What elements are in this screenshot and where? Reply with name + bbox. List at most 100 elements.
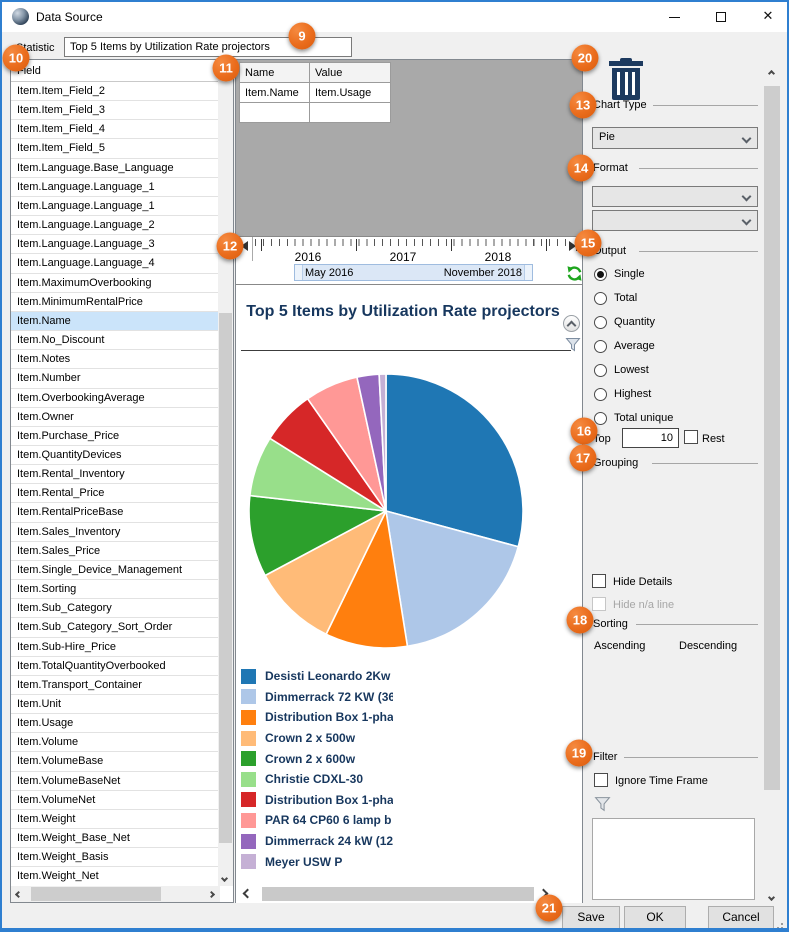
field-list-item[interactable]: Item.Language.Language_2: [11, 216, 218, 236]
rest-checkbox[interactable]: [684, 430, 698, 444]
output-option-label: Lowest: [614, 364, 649, 376]
field-list-item[interactable]: Item.RentalPriceBase: [11, 503, 218, 523]
radio-icon[interactable]: [594, 315, 607, 329]
output-option-single[interactable]: Single: [594, 262, 673, 286]
hide-details-checkbox[interactable]: [592, 574, 606, 588]
close-button[interactable]: ✕: [762, 9, 774, 24]
chart-hscroll-thumb[interactable]: [262, 887, 534, 901]
field-list-item[interactable]: Item.VolumeNet: [11, 791, 218, 810]
field-list-item[interactable]: Item.Sub-Hire_Price: [11, 638, 218, 657]
field-list-item[interactable]: Item.Number: [11, 369, 218, 389]
field-list-item[interactable]: Item.Purchase_Price: [11, 427, 218, 446]
radio-icon[interactable]: [594, 267, 607, 281]
field-list-item[interactable]: Item.Volume: [11, 733, 218, 753]
field-list-item[interactable]: Item.Item_Field_3: [11, 101, 218, 121]
field-list-item[interactable]: Item.Item_Field_4: [11, 120, 218, 140]
sort-descending-button[interactable]: Descending: [679, 640, 738, 652]
field-list-item[interactable]: Item.Language.Language_1: [11, 197, 218, 217]
field-list-item[interactable]: Item.QuantityDevices: [11, 446, 218, 466]
format-select-1[interactable]: [592, 186, 758, 207]
output-option-highest[interactable]: Highest: [594, 382, 673, 406]
ok-button[interactable]: OK: [624, 906, 686, 928]
table-cell[interactable]: Item.Name: [239, 82, 310, 103]
field-list-item[interactable]: Item.Language.Language_1: [11, 178, 218, 197]
field-list-hscroll-thumb[interactable]: [31, 887, 161, 901]
delete-statistic-icon[interactable]: [609, 58, 643, 102]
scroll-up-icon[interactable]: [767, 67, 776, 79]
output-option-lowest[interactable]: Lowest: [594, 358, 673, 382]
chart-type-select[interactable]: Pie: [592, 127, 758, 149]
output-option-quantity[interactable]: Quantity: [594, 310, 673, 334]
field-list-item[interactable]: Item.VolumeBase: [11, 752, 218, 772]
top-count-input[interactable]: 10: [622, 428, 679, 448]
output-option-total[interactable]: Total: [594, 286, 673, 310]
field-list-item[interactable]: Item.TotalQuantityOverbooked: [11, 657, 218, 676]
field-list-item[interactable]: Item.Name: [11, 311, 218, 332]
refresh-icon[interactable]: [566, 265, 583, 282]
chart-filter-icon[interactable]: [565, 337, 581, 353]
time-range-selector[interactable]: May 2016 November 2018: [294, 264, 533, 281]
field-list-item[interactable]: Item.VolumeBaseNet: [11, 772, 218, 791]
field-list-item[interactable]: Item.Weight_Base_Net: [11, 829, 218, 849]
filter-list[interactable]: [592, 818, 755, 900]
maximize-button[interactable]: [698, 2, 744, 32]
filter-icon[interactable]: [594, 796, 611, 813]
chart-hscrollbar[interactable]: [236, 886, 582, 902]
field-list-item[interactable]: Item.Unit: [11, 695, 218, 715]
save-button[interactable]: Save: [562, 906, 620, 928]
field-list-item[interactable]: Item.Owner: [11, 408, 218, 427]
table-cell[interactable]: [239, 102, 310, 123]
field-list-item[interactable]: Item.Sorting: [11, 580, 218, 600]
field-list-item[interactable]: Item.Notes: [11, 350, 218, 370]
scroll-down-icon[interactable]: [220, 872, 229, 884]
radio-icon[interactable]: [594, 411, 607, 425]
field-list-item[interactable]: Item.Language.Base_Language: [11, 159, 218, 178]
field-list-item[interactable]: Item.Item_Field_2: [11, 82, 218, 102]
field-list-item[interactable]: Item.Rental_Price: [11, 484, 218, 504]
table-cell[interactable]: [309, 102, 391, 123]
legend-swatch: [241, 833, 256, 849]
scroll-left-icon[interactable]: [242, 888, 253, 900]
output-option-total-unique[interactable]: Total unique: [594, 406, 673, 430]
panel-vscroll-thumb[interactable]: [764, 86, 780, 790]
field-list-item[interactable]: Item.No_Discount: [11, 331, 218, 351]
field-list-item[interactable]: Item.Language.Language_4: [11, 254, 218, 274]
collapse-chart-button[interactable]: [563, 315, 580, 332]
field-list-item[interactable]: Item.OverbookingAverage: [11, 389, 218, 408]
radio-icon[interactable]: [594, 387, 607, 401]
radio-icon[interactable]: [594, 291, 607, 305]
field-list-item[interactable]: Item.Sales_Price: [11, 542, 218, 561]
minimize-button[interactable]: [651, 2, 697, 32]
field-list-item[interactable]: Item.MinimumRentalPrice: [11, 293, 218, 312]
field-list-item[interactable]: Item.MaximumOverbooking: [11, 274, 218, 293]
sort-ascending-button[interactable]: Ascending: [594, 640, 646, 652]
scroll-right-icon[interactable]: [207, 888, 216, 900]
scroll-left-icon[interactable]: [14, 888, 23, 900]
field-list-item[interactable]: Item.Language.Language_3: [11, 235, 218, 255]
statistic-input[interactable]: Top 5 Items by Utilization Rate projecto…: [64, 37, 352, 57]
cancel-button[interactable]: Cancel: [708, 906, 774, 928]
scroll-down-icon[interactable]: [767, 891, 776, 903]
field-list-hscrollbar[interactable]: [11, 886, 220, 902]
ignore-time-frame-checkbox[interactable]: [594, 773, 608, 787]
field-list-item[interactable]: Item.Sub_Category: [11, 599, 218, 619]
format-select-2[interactable]: [592, 210, 758, 231]
table-cell[interactable]: Item.Usage: [309, 82, 391, 103]
field-list-item[interactable]: Item.Sub_Category_Sort_Order: [11, 618, 218, 638]
radio-icon[interactable]: [594, 339, 607, 353]
radio-icon[interactable]: [594, 363, 607, 377]
field-list-item[interactable]: Item.Single_Device_Management: [11, 561, 218, 581]
field-list-item[interactable]: Item.Item_Field_5: [11, 139, 218, 159]
field-list-item[interactable]: Item.Weight: [11, 810, 218, 830]
name-value-table[interactable]: Name Value Item.Name Item.Usage: [239, 62, 391, 123]
field-list-item[interactable]: Item.Sales_Inventory: [11, 523, 218, 542]
output-option-average[interactable]: Average: [594, 334, 673, 358]
field-list-item[interactable]: Item.Rental_Inventory: [11, 465, 218, 485]
field-list-item[interactable]: Item.Weight_Basis: [11, 848, 218, 868]
field-list-vscroll-thumb[interactable]: [219, 313, 232, 843]
field-list-item[interactable]: Item.Usage: [11, 714, 218, 734]
field-list-item[interactable]: Item.Weight_Net: [11, 867, 218, 887]
field-list-vscrollbar[interactable]: [218, 60, 233, 886]
field-list-item[interactable]: Item.Transport_Container: [11, 676, 218, 695]
panel-vscrollbar[interactable]: [763, 59, 781, 907]
